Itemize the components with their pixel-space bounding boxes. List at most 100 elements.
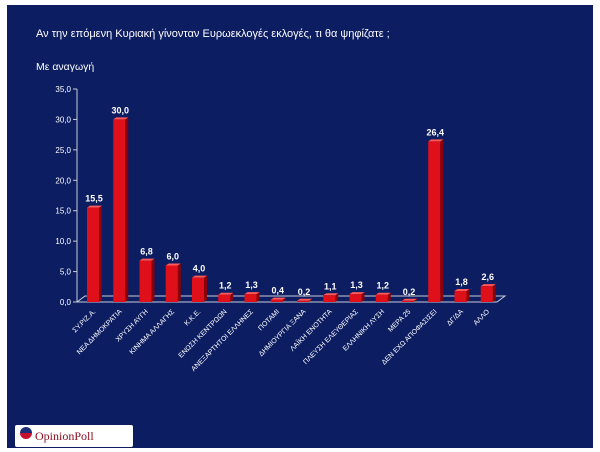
- bar-side: [361, 292, 365, 302]
- bar: [270, 297, 286, 302]
- logo-text: OpinionPoll: [35, 429, 94, 443]
- chart-subtitle: Με αναγωγή: [36, 61, 95, 73]
- bar-top: [192, 275, 207, 278]
- bar: [139, 258, 155, 302]
- y-tick-label: 25,0: [55, 146, 71, 155]
- bar-side: [230, 292, 234, 302]
- bar-front: [349, 294, 362, 302]
- logo-icon: [20, 427, 32, 439]
- category-label: ΑΛΛΟ: [473, 308, 492, 327]
- y-tick-label: 0,0: [60, 298, 72, 307]
- bar: [87, 205, 102, 302]
- value-label: 4,0: [193, 264, 206, 274]
- bar-front: [165, 265, 178, 302]
- bar-front: [402, 300, 414, 302]
- category-label: ΜΕΡΑ 25: [387, 308, 412, 333]
- value-label: 2,6: [481, 272, 494, 282]
- bar-top: [349, 292, 365, 295]
- value-label: 0,2: [403, 287, 416, 297]
- bar-side: [256, 292, 260, 302]
- bar: [113, 117, 129, 302]
- bar-front: [87, 207, 99, 302]
- bar-front: [218, 294, 231, 302]
- bar: [349, 292, 365, 302]
- y-tick-label: 15,0: [55, 207, 71, 216]
- value-label: 1,1: [324, 281, 337, 291]
- value-label: 1,2: [376, 281, 389, 291]
- chart-bars: [87, 117, 496, 302]
- bar-side: [387, 292, 391, 302]
- value-label: 15,5: [85, 194, 103, 204]
- category-label: ΕΝΩΣΗ ΚΕΝΤΡΩΩΝ: [178, 308, 229, 359]
- bar-top: [402, 298, 417, 301]
- bar-top: [323, 293, 339, 296]
- y-tick-label: 20,0: [55, 176, 71, 185]
- bar-front: [480, 286, 493, 302]
- bar-top: [244, 292, 260, 295]
- bar-top: [139, 258, 155, 261]
- bar-front: [375, 294, 388, 302]
- bar-side: [282, 297, 286, 302]
- bar: [218, 292, 234, 302]
- value-label: 30,0: [111, 105, 129, 115]
- value-label: 26,4: [426, 127, 444, 137]
- bar-side: [335, 293, 339, 302]
- bar-front: [113, 119, 126, 302]
- bar-top: [480, 284, 496, 287]
- value-label: 1,2: [219, 281, 232, 291]
- bar: [244, 292, 260, 302]
- bar-top: [87, 205, 102, 208]
- bar-front: [139, 260, 152, 302]
- opinionpoll-logo: OpinionPoll: [15, 425, 133, 447]
- bar-side: [204, 275, 207, 302]
- bar-top: [165, 263, 181, 266]
- category-label: Κ.Κ.Ε.: [183, 308, 202, 327]
- bar-front: [192, 277, 204, 302]
- bar-front: [244, 294, 257, 302]
- bar-top: [375, 292, 391, 295]
- bar-top: [218, 292, 234, 295]
- bar: [375, 292, 391, 302]
- bar: [297, 298, 312, 302]
- bar: [480, 284, 496, 302]
- bar-side: [492, 284, 496, 302]
- bar-top: [113, 117, 129, 120]
- category-label: ΣΥ.ΡΙΖ.Α.: [72, 308, 98, 334]
- category-label: ΝΕΑ ΔΗΜΟΚΡΑΤΙΑ: [76, 308, 124, 356]
- bar: [428, 139, 444, 302]
- bar-top: [297, 298, 312, 301]
- value-label: 1,3: [350, 280, 363, 290]
- bar: [402, 298, 417, 302]
- bar-side: [151, 258, 155, 302]
- category-label: ΔΓ/ΔΑ: [446, 308, 465, 327]
- value-label: 0,4: [271, 286, 284, 296]
- chart-title: Αν την επόμενη Κυριακή γίνονταν Ευρωεκλο…: [36, 28, 390, 40]
- value-label: 6,8: [140, 247, 153, 257]
- bar: [165, 263, 181, 302]
- category-label: ΠΟΤΑΜΙ: [257, 308, 281, 332]
- bar: [323, 293, 339, 302]
- value-label: 1,3: [245, 280, 258, 290]
- y-tick-label: 10,0: [55, 237, 71, 246]
- bar: [192, 275, 207, 302]
- y-axis-ticks: 0,0 5,0 10,0 15,0 20,0 25,0 30,0 35,0: [55, 85, 77, 307]
- bar-chart: 0,0 5,0 10,0 15,0 20,0 25,0 30,0 35,0 15,5 30,0 6…: [55, 85, 507, 373]
- bar-side: [177, 263, 181, 302]
- value-label: 1,8: [455, 277, 468, 287]
- bar-front: [297, 300, 309, 302]
- bar-front: [270, 299, 283, 302]
- bar-side: [309, 298, 312, 302]
- bar-side: [125, 117, 129, 302]
- slide-background: Αν την επόμενη Κυριακή γίνονταν Ευρωεκλο…: [7, 5, 593, 448]
- bar-side: [99, 205, 102, 302]
- category-label: ΚΙΝΗΜΑ ΑΛΛΑΓΗΣ: [129, 308, 177, 356]
- bar: [454, 289, 470, 302]
- data-labels: 15,5 30,0 6,8 6,0 4,0 1,2 1,3 0,4 0,2 1,1 1,3 1,2 0,…: [85, 105, 494, 296]
- value-label: 0,2: [298, 287, 311, 297]
- y-tick-label: 30,0: [55, 115, 71, 124]
- bar-side: [466, 289, 470, 302]
- bar-front: [454, 291, 467, 302]
- bar-top: [428, 139, 444, 142]
- bar-top: [270, 297, 286, 300]
